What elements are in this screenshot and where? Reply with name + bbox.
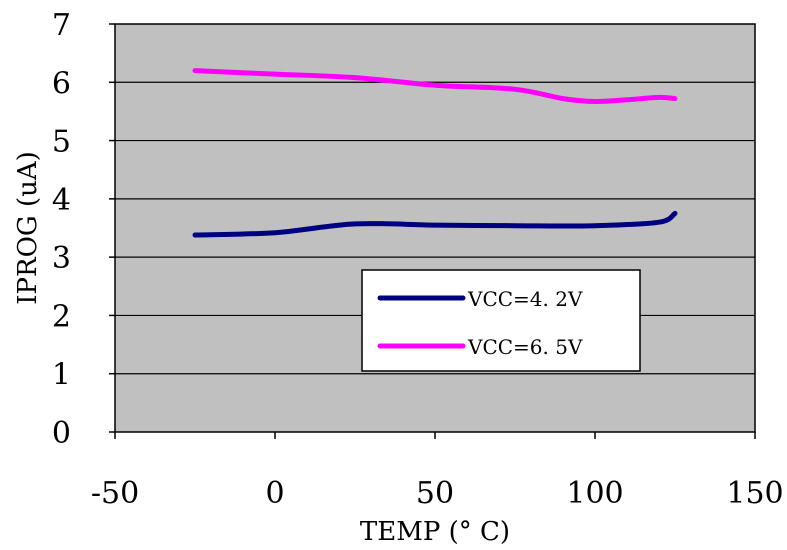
y-tick-label-3: 3	[52, 241, 71, 276]
y-tick-label-7: 7	[52, 8, 71, 43]
x-tick-label-50: 50	[416, 476, 454, 511]
legend-label-vcc-6-5v: VCC=6. 5V	[467, 335, 583, 359]
x-tick-label-100: 100	[566, 476, 623, 511]
y-tick-label-4: 4	[52, 183, 71, 218]
y-tick-label-2: 2	[52, 299, 71, 334]
y-axis-title: IPROG (uA)	[13, 151, 43, 305]
y-tick-label-6: 6	[52, 66, 71, 101]
y-tick-label-1: 1	[52, 358, 71, 393]
y-tick-label-5: 5	[52, 125, 71, 160]
y-tick-label-0: 0	[52, 416, 71, 451]
x-axis-title: TEMP (° C)	[360, 517, 510, 547]
x-tick-label-0: 0	[265, 476, 284, 511]
legend: VCC=4. 2V VCC=6. 5V	[362, 270, 640, 371]
x-tick-label--50: -50	[91, 476, 139, 511]
legend-label-vcc-4-2v: VCC=4. 2V	[467, 287, 583, 311]
x-tick-label-150: 150	[726, 476, 783, 511]
